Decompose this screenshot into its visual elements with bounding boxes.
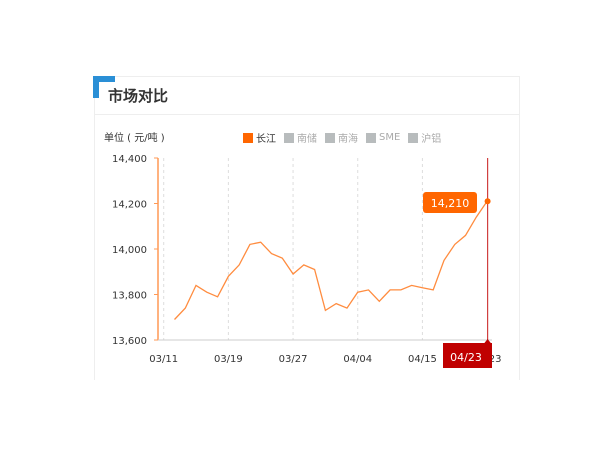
y-tick-label: 13,800 bbox=[112, 291, 147, 302]
legend-label: 沪铝 bbox=[421, 134, 442, 145]
legend-swatch bbox=[284, 132, 294, 143]
data-point[interactable] bbox=[170, 316, 178, 324]
y-tick-label: 14,200 bbox=[112, 200, 147, 211]
legend-label: SME bbox=[379, 132, 401, 143]
data-point[interactable] bbox=[418, 284, 426, 292]
x-tick-label: 03/19 bbox=[214, 354, 243, 365]
y-tick-label: 14,000 bbox=[112, 245, 147, 256]
data-point[interactable] bbox=[181, 304, 189, 312]
data-point[interactable] bbox=[214, 293, 222, 301]
legend-item-sme[interactable]: SME bbox=[366, 130, 400, 145]
value-tooltip bbox=[423, 192, 477, 213]
data-point[interactable] bbox=[462, 231, 470, 239]
data-point[interactable] bbox=[192, 281, 200, 289]
legend-item-nanchu[interactable]: 南储 bbox=[284, 130, 317, 145]
data-point[interactable] bbox=[375, 297, 383, 305]
data-point[interactable] bbox=[235, 261, 243, 269]
unit-label: 单位 ( 元/吨 ) bbox=[104, 133, 165, 144]
legend-label: 南海 bbox=[338, 134, 358, 145]
data-point[interactable] bbox=[440, 256, 448, 264]
data-point[interactable] bbox=[268, 250, 276, 258]
page-title: 市场对比 bbox=[108, 87, 169, 105]
legend: 长江 南储 南海 SME 沪铝 bbox=[243, 130, 441, 145]
data-point[interactable] bbox=[472, 213, 480, 221]
legend-swatch bbox=[408, 132, 419, 143]
x-tick-label: 04/15 bbox=[408, 354, 437, 365]
data-point[interactable] bbox=[203, 288, 211, 296]
data-point[interactable] bbox=[246, 240, 254, 248]
y-tick-label: 14,400 bbox=[112, 154, 147, 165]
data-point[interactable] bbox=[397, 286, 405, 294]
legend-label: 南储 bbox=[297, 134, 317, 145]
data-point[interactable] bbox=[224, 272, 232, 280]
legend-swatch bbox=[366, 132, 376, 143]
tooltip-date: 04/23 bbox=[450, 351, 482, 364]
legend-label: 长江 bbox=[256, 134, 276, 145]
data-point[interactable] bbox=[386, 286, 394, 294]
data-point[interactable] bbox=[289, 270, 297, 278]
data-point[interactable] bbox=[300, 261, 308, 269]
y-tick-label: 13,600 bbox=[112, 336, 147, 347]
data-point[interactable] bbox=[332, 300, 340, 308]
market-compare-card bbox=[94, 76, 520, 380]
date-tooltip bbox=[443, 343, 492, 368]
data-point[interactable] bbox=[354, 288, 362, 296]
series-line-changjiang bbox=[174, 200, 488, 320]
data-point[interactable] bbox=[278, 254, 286, 262]
x-tick-label: 03/11 bbox=[149, 354, 178, 365]
header-divider bbox=[95, 114, 519, 115]
legend-swatch bbox=[243, 132, 253, 143]
data-point[interactable] bbox=[343, 304, 351, 312]
legend-swatch bbox=[325, 132, 335, 143]
data-point[interactable] bbox=[429, 286, 437, 294]
x-tick-label: 04/04 bbox=[343, 354, 372, 365]
data-point[interactable] bbox=[365, 286, 373, 294]
title-corner-accent bbox=[93, 76, 115, 98]
data-point[interactable] bbox=[311, 265, 319, 273]
data-point[interactable] bbox=[321, 306, 329, 314]
data-point[interactable] bbox=[408, 281, 416, 289]
data-point[interactable] bbox=[257, 238, 265, 246]
x-tick-label: 03/27 bbox=[279, 354, 308, 365]
legend-item-changjiang[interactable]: 长江 bbox=[243, 130, 276, 145]
date-tooltip-pointer bbox=[483, 339, 492, 344]
data-point[interactable] bbox=[451, 240, 459, 248]
tooltip-value: 14,210 bbox=[431, 197, 470, 210]
highlight-point bbox=[484, 198, 491, 205]
legend-item-hulv[interactable]: 沪铝 bbox=[408, 130, 441, 145]
legend-item-nanhai[interactable]: 南海 bbox=[325, 130, 358, 145]
